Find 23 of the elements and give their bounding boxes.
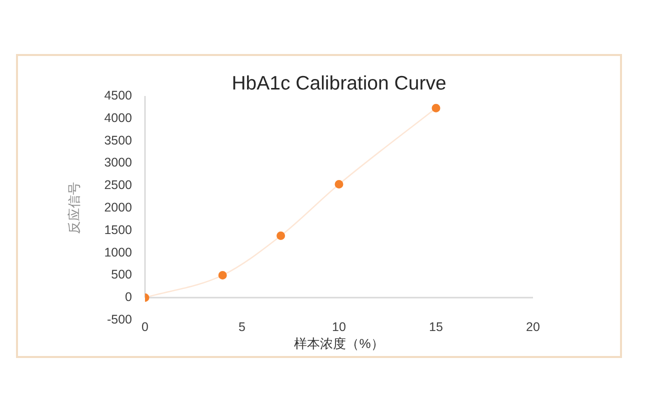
y-tick-label: 500 [111, 268, 132, 282]
y-tick-label: 4500 [104, 88, 132, 102]
x-tick-label: 10 [332, 320, 346, 334]
y-axis-title: 反应信号 [66, 182, 82, 234]
y-tick-label: 1000 [104, 245, 132, 260]
x-tick-label: 20 [526, 320, 540, 334]
y-tick-label: 4000 [104, 110, 132, 125]
point [276, 232, 286, 240]
y-tick-label: 2000 [104, 200, 132, 214]
y-tick-label: 2500 [104, 178, 132, 192]
chart-title: HbA1c Calibration Curve [232, 72, 446, 94]
x-tick-label: 0 [142, 320, 149, 334]
y-tick-label: 1500 [104, 222, 132, 237]
point [218, 270, 227, 280]
y-tick-label: 3000 [104, 156, 132, 170]
y-tick-label: -500 [106, 312, 132, 326]
point [432, 104, 440, 112]
point [334, 180, 344, 189]
x-axis-title: 样本浓度（%） [294, 336, 384, 351]
y-tick-label: 0 [125, 290, 132, 304]
x-tick-label: 5 [238, 320, 246, 334]
y-tick-label: 3500 [104, 133, 132, 148]
x-tick-label: 15 [429, 320, 443, 334]
